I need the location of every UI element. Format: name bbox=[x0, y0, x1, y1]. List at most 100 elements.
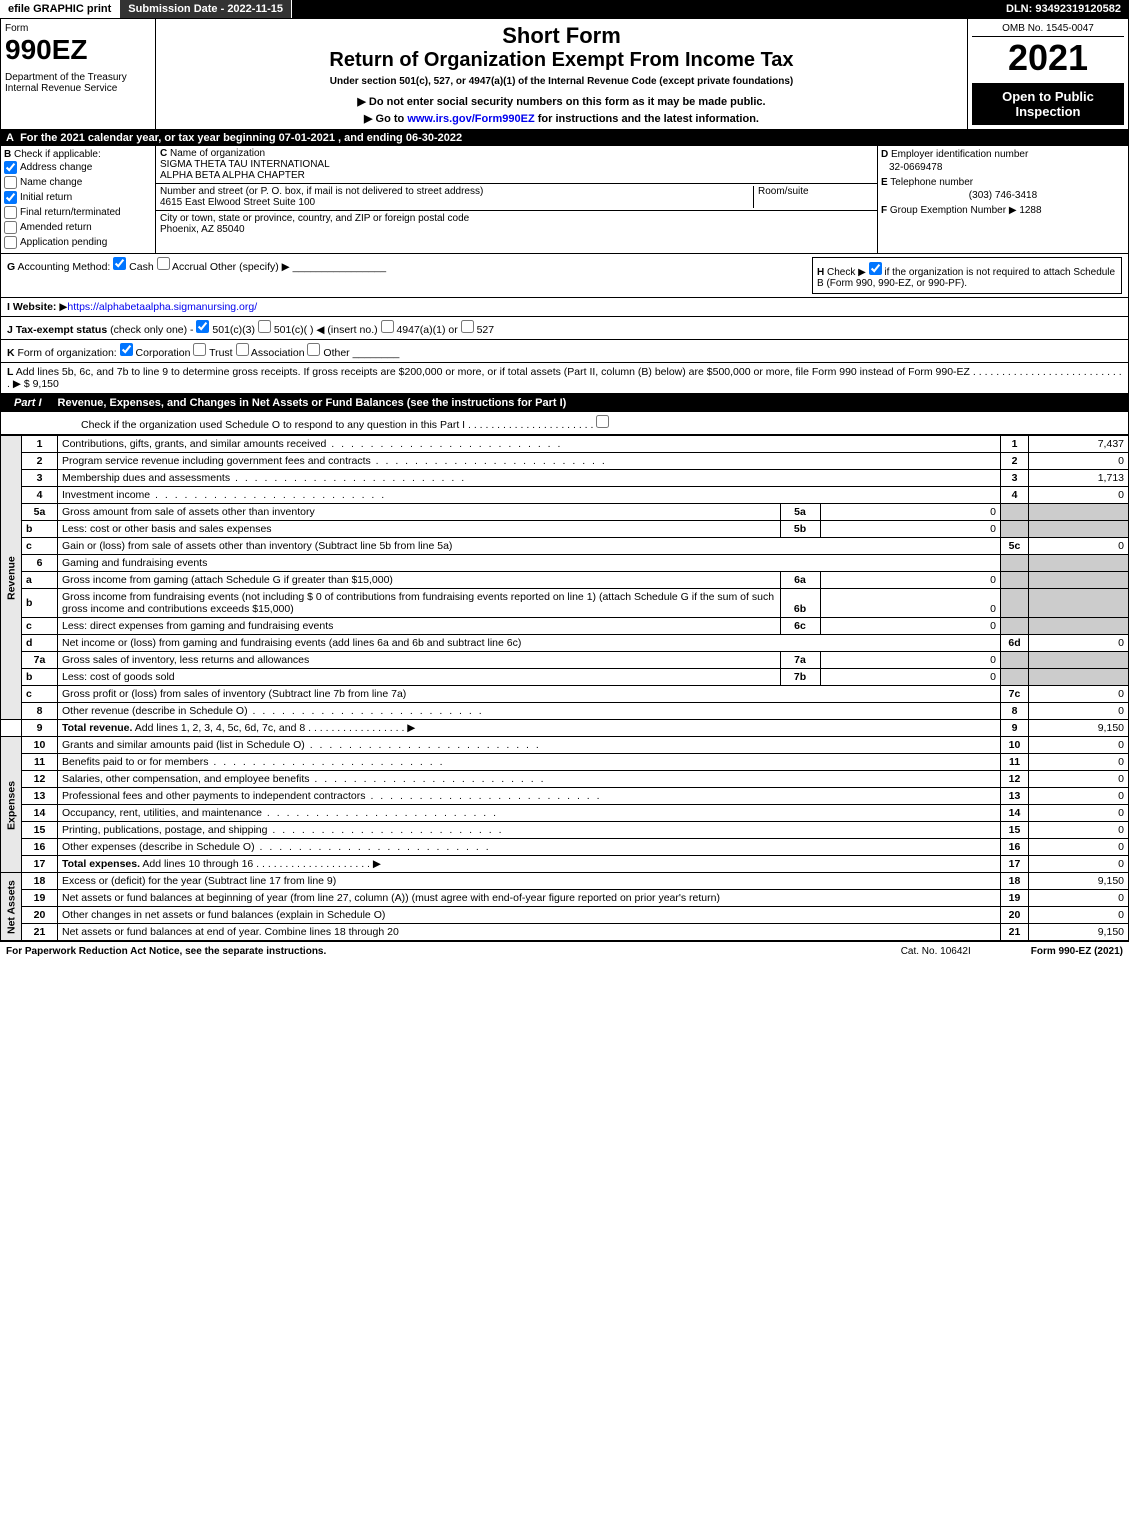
amount: 0 bbox=[1029, 822, 1129, 839]
line-desc: Excess or (deficit) for the year (Subtra… bbox=[58, 873, 1001, 890]
form-number: 990EZ bbox=[5, 34, 151, 66]
submission-date: Submission Date - 2022-11-15 bbox=[120, 0, 292, 18]
chk-501c[interactable] bbox=[258, 320, 271, 333]
right-num: 10 bbox=[1001, 737, 1029, 754]
line-num: 15 bbox=[22, 822, 58, 839]
accounting-method-label: Accounting Method: bbox=[18, 261, 111, 273]
line-desc: Printing, publications, postage, and shi… bbox=[58, 822, 1001, 839]
amount: 0 bbox=[1029, 788, 1129, 805]
line-desc: Gross income from gaming (attach Schedul… bbox=[58, 572, 780, 588]
line-desc: Total revenue. Add lines 1, 2, 3, 4, 5c,… bbox=[58, 720, 1001, 737]
group-exemption-number: 1288 bbox=[1019, 205, 1041, 216]
right-num: 9 bbox=[1001, 720, 1029, 737]
shaded-cell bbox=[1029, 618, 1129, 635]
shaded-cell bbox=[1029, 555, 1129, 572]
chk-4947[interactable] bbox=[381, 320, 394, 333]
chk-final-return[interactable]: Final return/terminated bbox=[4, 205, 152, 220]
line-num: 3 bbox=[22, 470, 58, 487]
amount: 0 bbox=[1029, 771, 1129, 788]
mid-num: 6a bbox=[780, 572, 820, 588]
chk-trust[interactable] bbox=[193, 343, 206, 356]
other-label: Other (specify) bbox=[210, 261, 279, 273]
line-num: 10 bbox=[22, 737, 58, 754]
line-a-text: For the 2021 calendar year, or tax year … bbox=[20, 132, 462, 144]
right-num: 8 bbox=[1001, 703, 1029, 720]
line-desc: Program service revenue including govern… bbox=[58, 453, 1001, 470]
line-num: 20 bbox=[22, 907, 58, 924]
chk-label: Initial return bbox=[20, 192, 72, 203]
line-desc: Grants and similar amounts paid (list in… bbox=[58, 737, 1001, 754]
shaded-cell bbox=[1029, 589, 1129, 618]
group-exemption-label: Group Exemption Number bbox=[890, 205, 1006, 216]
chk-schedule-b[interactable] bbox=[869, 262, 882, 275]
line-desc: Membership dues and assessments bbox=[58, 470, 1001, 487]
amount: 0 bbox=[1029, 737, 1129, 754]
line-num: 14 bbox=[22, 805, 58, 822]
short-form-title: Short Form bbox=[160, 23, 963, 49]
omb-number: OMB No. 1545-0047 bbox=[972, 23, 1124, 37]
chk-address-change[interactable]: Address change bbox=[4, 160, 152, 175]
right-num: 5c bbox=[1001, 538, 1029, 555]
form-ref: Form 990-EZ (2021) bbox=[1031, 946, 1123, 957]
gross-receipts: $ 9,150 bbox=[24, 378, 59, 390]
line-num: 18 bbox=[22, 873, 58, 890]
mid-num: 7a bbox=[780, 652, 820, 668]
line-desc: Gain or (loss) from sale of assets other… bbox=[58, 538, 1001, 555]
chk-501c3[interactable] bbox=[196, 320, 209, 333]
right-num: 6d bbox=[1001, 635, 1029, 652]
chk-label: Address change bbox=[20, 162, 92, 173]
chk-corporation[interactable] bbox=[120, 343, 133, 356]
website-link[interactable]: https://alphabetaalpha.sigmanursing.org/ bbox=[67, 301, 257, 313]
line-num: 2 bbox=[22, 453, 58, 470]
chk-527[interactable] bbox=[461, 320, 474, 333]
irs-link[interactable]: www.irs.gov/Form990EZ bbox=[407, 113, 534, 125]
line-num: b bbox=[22, 589, 58, 618]
line-desc: Gaming and fundraising events bbox=[58, 555, 1001, 572]
line-desc: Net assets or fund balances at beginning… bbox=[58, 890, 1001, 907]
amount: 0 bbox=[1029, 907, 1129, 924]
goto-pre: Go to bbox=[376, 113, 408, 125]
line-num: 13 bbox=[22, 788, 58, 805]
chk-other-org[interactable] bbox=[307, 343, 320, 356]
mid-num: 5b bbox=[780, 521, 820, 537]
amount: 0 bbox=[1029, 703, 1129, 720]
line-g-h: G Accounting Method: Cash Accrual Other … bbox=[0, 254, 1129, 298]
right-num: 4 bbox=[1001, 487, 1029, 504]
line-a: A For the 2021 calendar year, or tax yea… bbox=[0, 130, 1129, 146]
amount: 7,437 bbox=[1029, 436, 1129, 453]
line-num: 19 bbox=[22, 890, 58, 907]
tax-year: 2021 bbox=[972, 37, 1124, 79]
line-num: b bbox=[22, 669, 58, 686]
chk-name-change[interactable]: Name change bbox=[4, 175, 152, 190]
chk-schedule-o[interactable] bbox=[596, 415, 609, 428]
line-num: 5a bbox=[22, 504, 58, 521]
chk-association[interactable] bbox=[236, 343, 249, 356]
efile-label[interactable]: efile GRAPHIC print bbox=[0, 0, 120, 18]
goto-instructions: ▶ Go to www.irs.gov/Form990EZ for instru… bbox=[160, 112, 963, 125]
right-num: 16 bbox=[1001, 839, 1029, 856]
schedule-o-check-text: Check if the organization used Schedule … bbox=[81, 419, 465, 431]
mid-num: 6b bbox=[780, 589, 820, 617]
chk-amended-return[interactable]: Amended return bbox=[4, 220, 152, 235]
chk-initial-return[interactable]: Initial return bbox=[4, 190, 152, 205]
chk-application-pending[interactable]: Application pending bbox=[4, 235, 152, 250]
line-num: c bbox=[22, 538, 58, 555]
right-num: 14 bbox=[1001, 805, 1029, 822]
amount: 0 bbox=[1029, 487, 1129, 504]
amount: 0 bbox=[1029, 453, 1129, 470]
right-num: 19 bbox=[1001, 890, 1029, 907]
line-desc: Investment income bbox=[58, 487, 1001, 504]
name-label: Name of organization bbox=[170, 148, 265, 159]
dln: DLN: 93492319120582 bbox=[998, 0, 1129, 18]
amount: 0 bbox=[1029, 839, 1129, 856]
part-i-header: Part I Revenue, Expenses, and Changes in… bbox=[0, 394, 1129, 412]
chk-accrual[interactable] bbox=[157, 257, 170, 270]
mid-amount: 0 bbox=[820, 572, 1000, 588]
tel-label: Telephone number bbox=[890, 177, 973, 188]
line-num: a bbox=[22, 572, 58, 589]
right-num: 7c bbox=[1001, 686, 1029, 703]
chk-cash[interactable] bbox=[113, 257, 126, 270]
right-num: 2 bbox=[1001, 453, 1029, 470]
line-num: 8 bbox=[22, 703, 58, 720]
line-num: 7a bbox=[22, 652, 58, 669]
